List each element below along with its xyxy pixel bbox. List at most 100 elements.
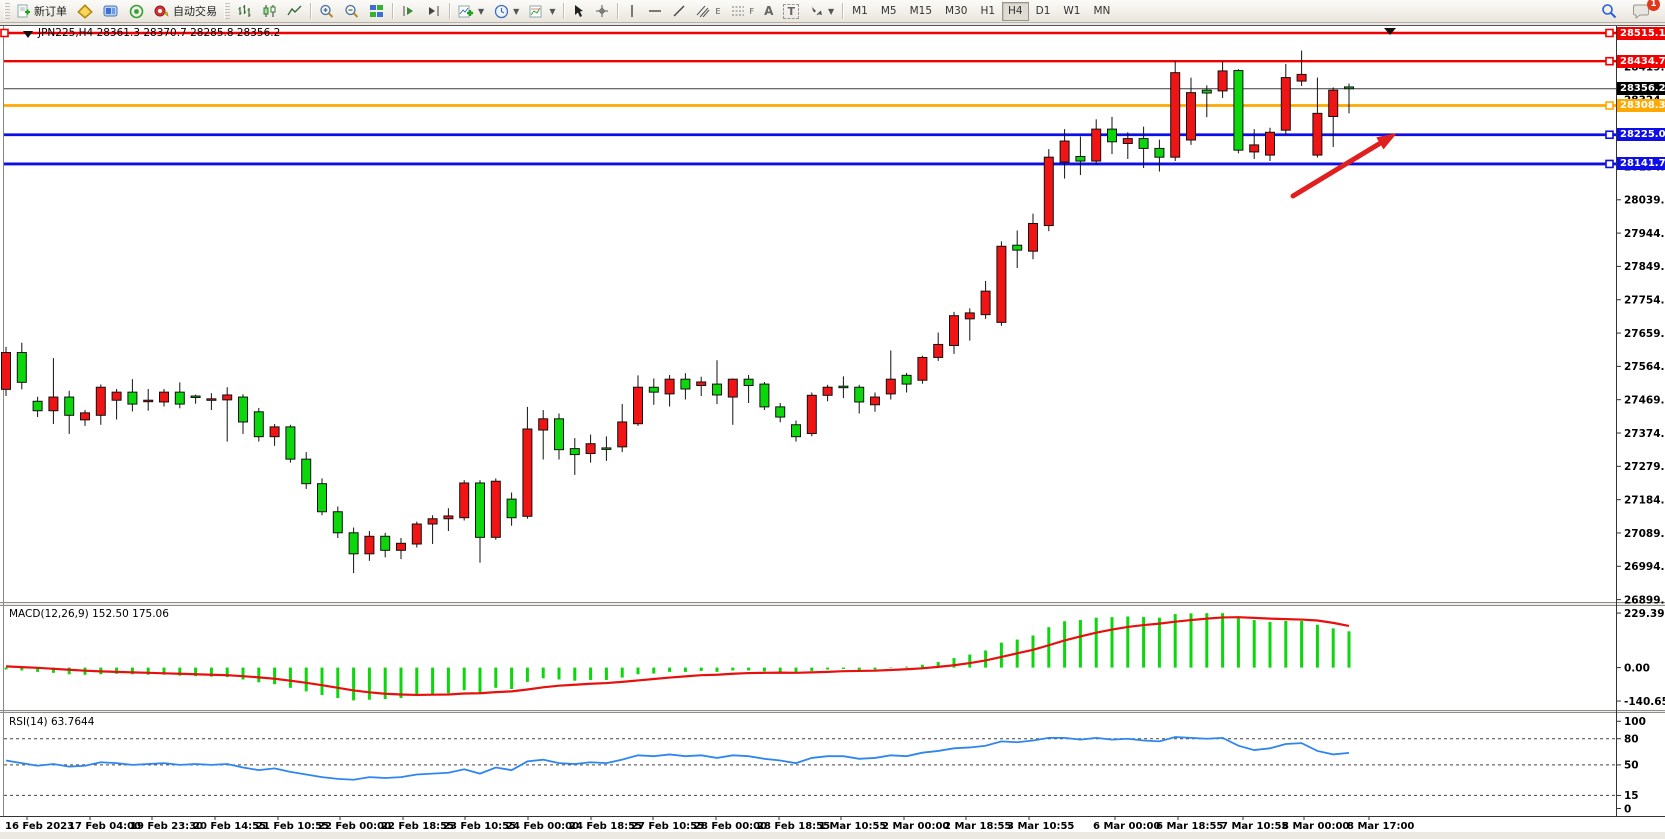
trendline-button[interactable] — [667, 1, 691, 22]
tile-windows-button[interactable] — [364, 1, 389, 22]
pane-splitter[interactable] — [0, 602, 1665, 606]
main-toolbar: 新订单 自动交易 — [0, 0, 1665, 23]
candle-body — [538, 418, 549, 431]
level-price-tag: 28308.3 — [1617, 99, 1665, 113]
candle-body — [1265, 131, 1275, 156]
candle-body — [348, 532, 359, 555]
equidistant-channel-button[interactable]: E — [691, 1, 725, 22]
line-endpoint-marker[interactable] — [0, 28, 9, 38]
x-axis-label: 1 Mar 10:55 — [819, 821, 886, 832]
auto-scroll-button[interactable] — [421, 1, 446, 22]
candle-body — [1249, 144, 1260, 153]
y-axis-tick-label: 27754.5 — [1624, 295, 1665, 307]
candle-body — [506, 498, 517, 519]
fibonacci-button[interactable]: F — [726, 1, 760, 22]
timeframe-button-MN[interactable]: MN — [1093, 5, 1111, 17]
pane-splitter[interactable] — [0, 710, 1665, 713]
new-order-label: 新订单 — [34, 5, 67, 18]
shift-marker-icon[interactable] — [1384, 28, 1396, 35]
y-axis-tick-label: 27659.5 — [1624, 328, 1665, 340]
dropdown-caret-icon: ▼ — [549, 6, 556, 16]
autotrading-button[interactable]: 自动交易 — [149, 1, 222, 22]
candle-body — [696, 381, 707, 386]
timeframe-button-D1[interactable]: D1 — [1035, 5, 1051, 17]
vertical-line-button[interactable] — [621, 1, 643, 22]
x-axis-label: 21 Feb 10:55 — [256, 821, 329, 832]
crosshair-button[interactable] — [590, 1, 614, 22]
search-button[interactable] — [1596, 1, 1622, 22]
vertical-line-icon — [626, 4, 638, 18]
candle-body — [1028, 222, 1038, 252]
candle-body — [364, 535, 375, 555]
rsi-axis-tick-label: 50 — [1624, 760, 1639, 772]
x-axis-label: 16 Feb 2023 — [5, 821, 74, 832]
profiles-button[interactable] — [98, 1, 124, 22]
candle-body — [901, 374, 912, 385]
line-endpoint-marker[interactable] — [1605, 101, 1614, 110]
indicators-button[interactable]: ▼ — [453, 1, 489, 22]
timeframe-button-M5[interactable]: M5 — [880, 5, 897, 17]
autotrading-icon — [154, 4, 170, 18]
macd-axis-tick-label: -140.65 — [1624, 696, 1665, 708]
timeframe-button-H1[interactable]: H1 — [980, 5, 996, 17]
candle-body — [949, 315, 959, 347]
title-collapse-icon[interactable] — [23, 31, 33, 38]
trend-arrow[interactable] — [1290, 140, 1383, 199]
dropdown-caret-icon: ▼ — [478, 6, 485, 16]
templates-button[interactable]: ▼ — [524, 1, 560, 22]
periods-button[interactable]: ▼ — [489, 1, 524, 22]
x-axis-label: 17 Feb 04:00 — [68, 821, 141, 832]
candle-body — [1186, 92, 1196, 141]
macd-signal-line — [5, 616, 1350, 697]
text-label-button[interactable]: T — [778, 1, 804, 22]
zoom-in-button[interactable] — [314, 1, 339, 22]
arrows-button[interactable]: ▼ — [804, 1, 839, 22]
candle-body — [775, 406, 786, 418]
timeframe-button-M1[interactable]: M1 — [852, 5, 868, 17]
zoom-in-icon — [319, 4, 334, 19]
gold-chart-icon — [77, 3, 93, 19]
rsi-axis-tick-label: 80 — [1624, 734, 1639, 746]
candle-body — [1201, 89, 1212, 94]
line-endpoint-marker[interactable] — [1605, 28, 1614, 38]
line-endpoint-marker[interactable] — [1605, 130, 1614, 140]
toolbar-right: 1 — [1596, 0, 1663, 22]
notifications-button[interactable]: 1 — [1628, 0, 1660, 22]
candle-body — [16, 352, 27, 383]
signals-button[interactable] — [124, 1, 149, 22]
chart-profiles-button[interactable] — [72, 1, 98, 22]
equidistant-channel-icon — [696, 4, 712, 18]
line-endpoint-marker[interactable] — [1605, 159, 1614, 169]
x-axis-label: 20 Feb 14:55 — [193, 821, 266, 832]
candle-body — [791, 424, 801, 438]
candlestick-icon — [262, 4, 277, 18]
line-chart-button[interactable] — [282, 1, 307, 22]
line-endpoint-marker[interactable] — [1605, 56, 1614, 66]
timeframe-button-W1[interactable]: W1 — [1063, 5, 1081, 17]
timeframe-button-M15[interactable]: M15 — [909, 5, 933, 17]
zoom-out-button[interactable] — [339, 1, 364, 22]
y-axis-tick-label: 26899.5 — [1624, 594, 1665, 606]
candle-body — [712, 383, 722, 396]
y-axis-tick-label: 26994.5 — [1624, 561, 1665, 573]
timeframe-button-M30[interactable]: M30 — [945, 5, 968, 17]
text-button[interactable]: A — [759, 1, 778, 22]
timeframe-toolbar: M1 M5 M15 M30 H1 H4 D1 W1 MN — [846, 1, 1116, 21]
chart-shift-button[interactable] — [396, 1, 421, 22]
bar-chart-button[interactable] — [232, 1, 257, 22]
toolbar-separator — [449, 3, 450, 19]
candlestick-button[interactable] — [257, 1, 282, 22]
cursor-button[interactable] — [567, 1, 590, 22]
candle-body — [1012, 244, 1023, 251]
horizontal-line-button[interactable] — [643, 1, 667, 22]
candle-body — [680, 378, 691, 390]
toolbar-separator — [842, 3, 844, 19]
timeframe-button-H4[interactable]: H4 — [1002, 1, 1029, 21]
candle-body — [980, 290, 991, 316]
x-axis-label: 28 Feb 00:00 — [694, 821, 767, 832]
candle-body — [585, 443, 596, 455]
candle-body — [475, 482, 485, 538]
status-strip — [0, 832, 1665, 839]
new-order-button[interactable]: 新订单 — [12, 1, 72, 22]
